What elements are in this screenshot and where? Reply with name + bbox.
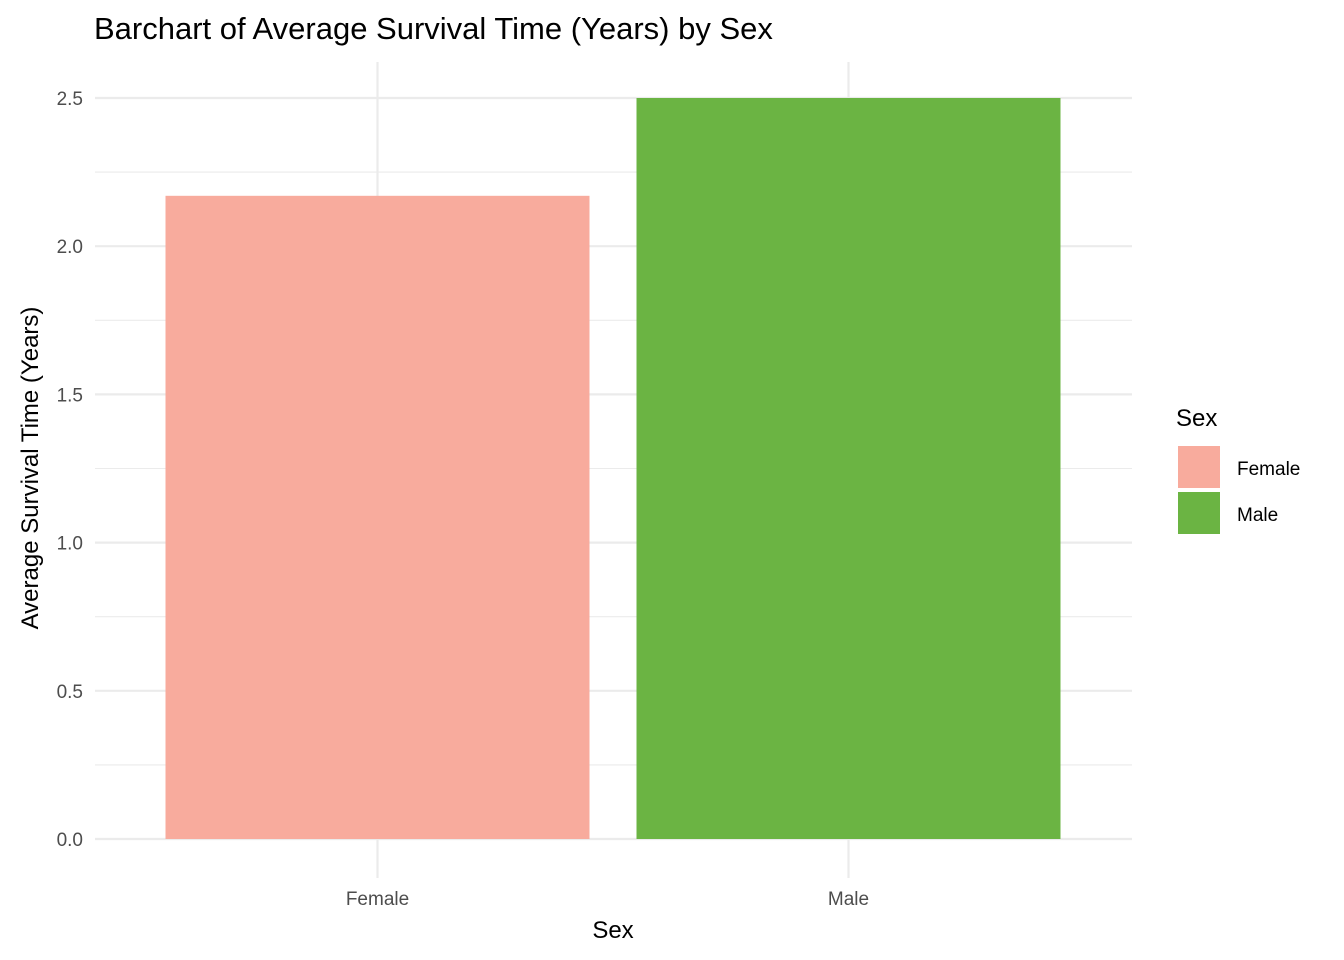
x-axis-title: Sex — [592, 917, 633, 944]
y-tick-label: 1.5 — [57, 385, 83, 406]
bar-female — [165, 195, 590, 839]
legend-swatch-male — [1178, 492, 1220, 534]
legend-label-male: Male — [1237, 505, 1278, 526]
y-tick-label: 2.0 — [57, 237, 83, 258]
legend-title: Sex — [1176, 405, 1217, 432]
legend-items: Female Male — [1178, 446, 1300, 534]
bars-layer — [165, 98, 1061, 839]
y-tick-label: 2.5 — [57, 89, 83, 110]
y-tick-label: 0.5 — [57, 682, 83, 703]
legend-label-female: Female — [1237, 459, 1300, 480]
x-axis-ticks: Female Male — [346, 889, 869, 910]
legend-swatch-female — [1178, 446, 1220, 488]
y-axis-ticks: 0.0 0.5 1.0 1.5 2.0 2.5 — [57, 89, 83, 851]
x-tick-label: Female — [346, 889, 409, 910]
x-tick-label: Male — [828, 889, 869, 910]
y-tick-label: 1.0 — [57, 534, 83, 555]
bar-male — [636, 98, 1061, 839]
legend: Sex Female Male — [1176, 405, 1300, 534]
y-axis-title: Average Survival Time (Years) — [17, 307, 44, 630]
chart-title: Barchart of Average Survival Time (Years… — [94, 11, 773, 46]
y-tick-label: 0.0 — [57, 830, 83, 851]
